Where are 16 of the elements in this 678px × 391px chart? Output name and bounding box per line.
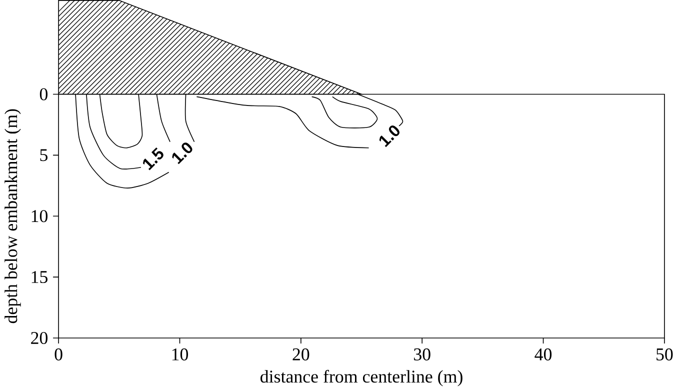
y-tick-label: 10: [32, 210, 48, 222]
annotation: 1.0: [379, 126, 400, 148]
annotation: 1.0: [172, 142, 192, 164]
y-tick-label: 0: [40, 88, 48, 100]
x-tick-label: 0: [54, 348, 62, 360]
x-tick-label: 10: [172, 348, 188, 360]
y-tick-label: 5: [40, 149, 48, 162]
annotation: 1.5: [142, 147, 164, 170]
x-tick-label: 40: [534, 348, 552, 360]
y-tick-label: 15: [32, 271, 48, 284]
x-tick-label: 50: [656, 348, 673, 360]
y-tick-label: 20: [31, 332, 48, 344]
x-tick-label: 20: [292, 348, 310, 360]
x-tick-label: 30: [414, 348, 430, 360]
y-axis-title: depth below embankment (m): [4, 109, 21, 324]
x-axis-title: distance from centerline (m): [260, 370, 462, 386]
